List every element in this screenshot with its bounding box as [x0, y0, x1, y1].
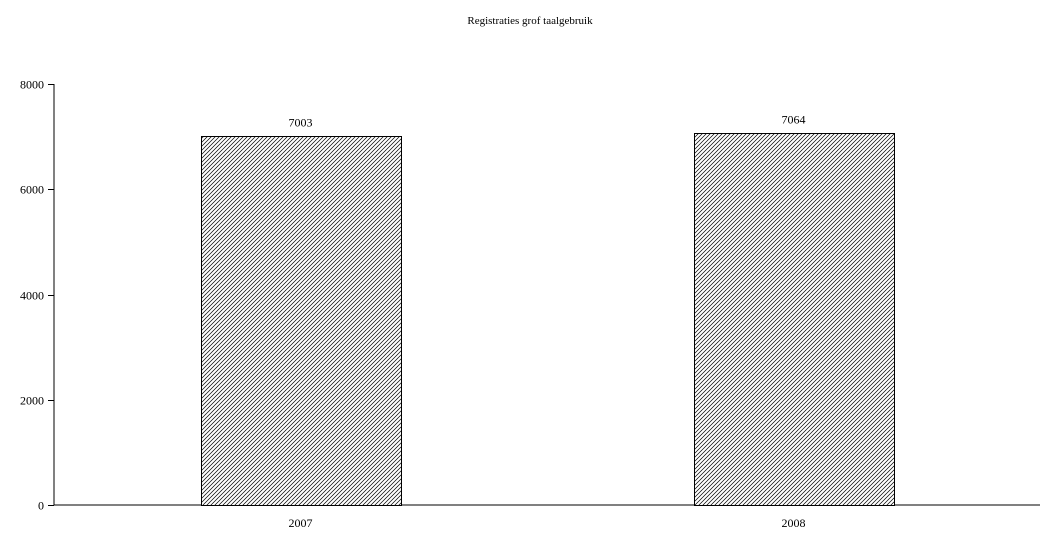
- y-tick-label: 0: [38, 499, 44, 513]
- y-tick-label: 8000: [20, 78, 44, 92]
- y-tick-label: 6000: [20, 183, 44, 197]
- data-label: 7064: [782, 112, 806, 126]
- x-tick-label: 2007: [289, 516, 313, 530]
- chart-title: Registraties grof taalgebruik: [467, 15, 593, 27]
- y-tick-label: 2000: [20, 394, 44, 408]
- plot-area: 0 2000 4000 6000 8000 7003 2007 7064 2008: [20, 78, 1040, 530]
- bar: [201, 136, 402, 506]
- data-label: 7003: [289, 115, 313, 129]
- bar: [694, 133, 895, 506]
- y-tick-label: 4000: [20, 289, 44, 303]
- x-tick-label: 2008: [782, 516, 806, 530]
